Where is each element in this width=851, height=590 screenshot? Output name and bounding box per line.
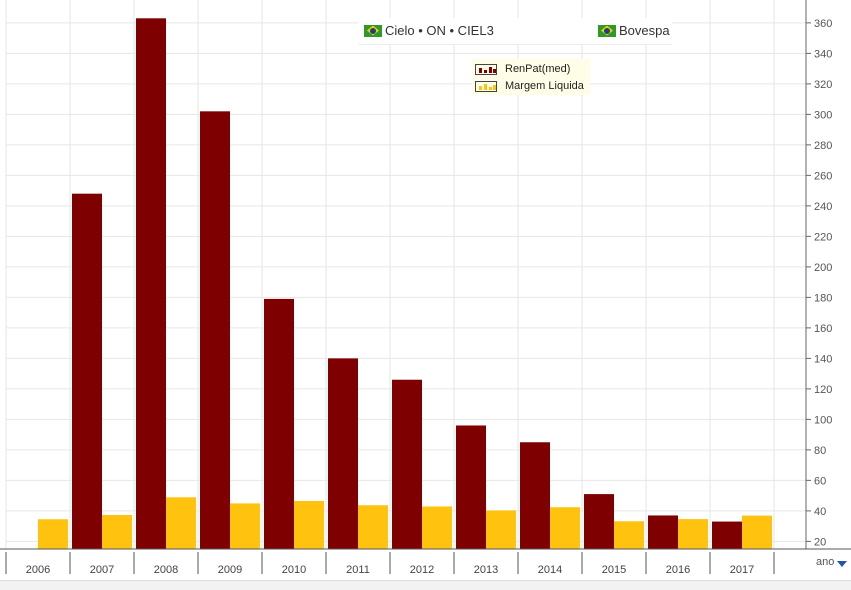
bar-renpat xyxy=(456,425,486,549)
y-tick-label: 360 xyxy=(814,18,832,30)
x-tick-label: 2014 xyxy=(538,564,562,576)
x-axis: 2006 2007 2008 2009 2010 2011 2012 2013 2014 2015… xyxy=(0,548,851,576)
y-tick-label: 60 xyxy=(814,475,826,487)
x-tick-label: 2011 xyxy=(346,564,370,576)
dropdown-caret-icon xyxy=(837,560,848,567)
bar-margem xyxy=(166,497,196,549)
y-tick-label: 300 xyxy=(814,109,832,121)
legend-label-renpat: RenPat(med) xyxy=(505,63,571,75)
index-label: Bovespa xyxy=(619,23,670,38)
bar-renpat xyxy=(392,379,422,549)
bar-renpat xyxy=(584,494,614,549)
asset-label-item[interactable]: Cielo • ON • CIEL3 xyxy=(364,23,494,38)
bar-renpat xyxy=(136,18,166,550)
bar-margem xyxy=(358,505,388,549)
bar-series-icon xyxy=(475,80,497,92)
y-tick-label: 140 xyxy=(814,353,832,365)
y-tick-label: 280 xyxy=(814,140,832,152)
bar-renpat xyxy=(328,358,358,549)
x-tick-label: 2015 xyxy=(602,564,626,576)
bar-margem xyxy=(678,519,708,549)
bars-group xyxy=(38,18,772,550)
x-tick-label: 2008 xyxy=(154,564,178,576)
y-tick-label: 80 xyxy=(814,445,826,457)
bottom-scroll-strip xyxy=(0,580,851,590)
bar-series-icon xyxy=(475,63,497,75)
y-tick-label: 40 xyxy=(814,506,826,518)
chart-legend: RenPat(med) Margem Liquida xyxy=(472,59,590,95)
legend-item-margem[interactable]: Margem Liquida xyxy=(475,80,584,92)
bar-margem xyxy=(550,507,580,549)
bar-margem xyxy=(230,503,260,549)
bar-renpat xyxy=(648,515,678,549)
legend-label-margem: Margem Liquida xyxy=(505,80,584,92)
y-axis: 20 40 60 80 100 120 140 160 180 200 220 240 260 280 30… xyxy=(805,0,832,549)
brazil-flag-icon xyxy=(598,24,616,37)
x-tick-label: 2007 xyxy=(90,564,114,576)
x-tick-label: 2009 xyxy=(218,564,242,576)
y-tick-label: 220 xyxy=(814,231,832,243)
bar-margem xyxy=(614,521,644,549)
y-tick-label: 180 xyxy=(814,292,832,304)
bar-renpat xyxy=(200,111,230,549)
y-tick-label: 120 xyxy=(814,384,832,396)
bar-renpat xyxy=(712,521,742,549)
bar-renpat xyxy=(264,298,294,549)
bar-margem xyxy=(102,514,132,549)
bar-margem xyxy=(38,519,68,549)
asset-label: Cielo • ON • CIEL3 xyxy=(385,23,494,38)
category-axis-selector[interactable]: ano xyxy=(816,556,848,568)
y-tick-label: 320 xyxy=(814,79,832,91)
legend-item-renpat[interactable]: RenPat(med) xyxy=(475,63,570,75)
bar-margem xyxy=(742,515,772,549)
y-tick-label: 200 xyxy=(814,262,832,274)
y-tick-label: 240 xyxy=(814,201,832,213)
x-tick-label: 2012 xyxy=(410,564,434,576)
chart-header: Cielo • ON • CIEL3 Bovespa xyxy=(358,18,672,45)
x-tick-label: 2016 xyxy=(666,564,690,576)
y-tick-label: 160 xyxy=(814,323,832,335)
y-tick-label: 340 xyxy=(814,48,832,60)
x-tick-label: 2013 xyxy=(474,564,498,576)
index-label-item[interactable]: Bovespa xyxy=(598,23,670,38)
y-tick-label: 100 xyxy=(814,414,832,426)
x-tick-label: 2010 xyxy=(282,564,306,576)
bar-margem xyxy=(486,510,516,549)
bar-renpat xyxy=(520,442,550,549)
y-tick-label: 260 xyxy=(814,170,832,182)
brazil-flag-icon xyxy=(364,24,382,37)
bar-margem xyxy=(294,500,324,549)
y-tick-label: 20 xyxy=(814,536,826,548)
category-axis-name: ano xyxy=(816,556,835,568)
x-tick-label: 2006 xyxy=(26,564,50,576)
bar-renpat xyxy=(72,193,102,550)
x-tick-label: 2017 xyxy=(730,564,754,576)
bar-margem xyxy=(422,506,452,549)
